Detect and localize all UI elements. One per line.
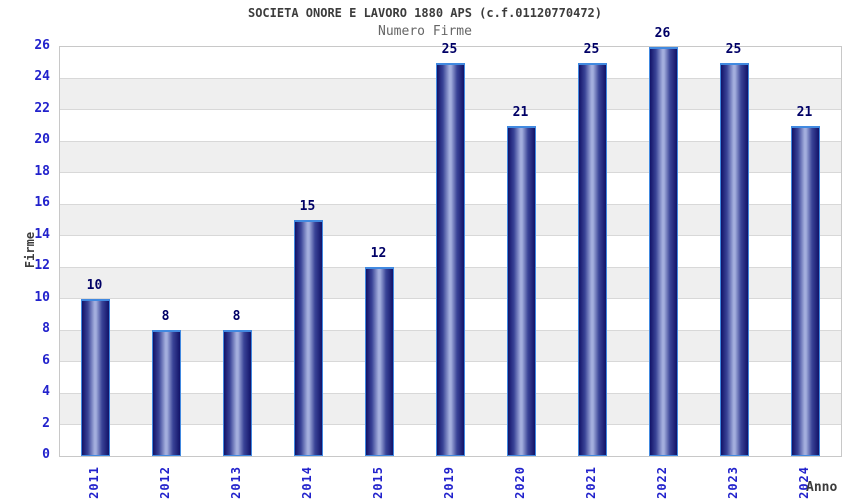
y-tick-label: 22 — [34, 100, 50, 116]
chart-subtitle: Numero Firme — [378, 24, 472, 39]
bar-value-label: 8 — [161, 309, 170, 325]
bar-2020 — [507, 125, 536, 456]
bar-2019 — [436, 62, 465, 456]
x-tick-label: 2023 — [725, 466, 740, 499]
x-tick-label: 2013 — [228, 466, 243, 499]
bar-value-label: 21 — [796, 104, 813, 120]
x-tick-label: 2020 — [512, 466, 527, 499]
y-tick-label: 4 — [42, 384, 50, 400]
bar-2012 — [152, 330, 181, 456]
bar-2024 — [791, 125, 820, 456]
bar-value-label: 10 — [86, 277, 103, 293]
y-tick-label: 18 — [34, 163, 50, 179]
bar-value-label: 8 — [232, 309, 241, 325]
bar-2023 — [720, 62, 749, 456]
bar-value-label: 15 — [299, 199, 316, 215]
y-tick-label: 8 — [42, 321, 50, 337]
y-tick-label: 12 — [34, 258, 50, 274]
bar-2011 — [81, 298, 110, 456]
y-tick-label: 14 — [34, 226, 50, 242]
bar-2015 — [365, 267, 394, 456]
bar-2021 — [578, 62, 607, 456]
y-tick-label: 20 — [34, 132, 50, 148]
bar-value-label: 26 — [654, 26, 671, 41]
y-tick-label: 24 — [34, 69, 50, 85]
x-tick-label: 2012 — [157, 466, 172, 499]
y-tick-label: 6 — [42, 352, 50, 368]
x-tick-label: 2019 — [441, 466, 456, 499]
plot-area — [59, 46, 842, 457]
x-tick-label: 2022 — [654, 466, 669, 499]
y-tick-label: 16 — [34, 195, 50, 211]
y-tick-label: 10 — [34, 289, 50, 305]
bar-value-label: 25 — [583, 41, 600, 57]
y-tick-label: 0 — [42, 447, 50, 462]
chart-title: SOCIETA ONORE E LAVORO 1880 APS (c.f.011… — [247, 6, 602, 20]
x-axis-label: Anno — [806, 480, 838, 495]
bar-value-label: 21 — [512, 104, 529, 120]
y-tick-label: 2 — [42, 415, 50, 431]
bar-2013 — [223, 330, 252, 456]
bar-value-label: 25 — [725, 41, 742, 57]
x-tick-label: 2011 — [86, 466, 101, 499]
x-tick-label: 2015 — [370, 466, 385, 499]
bar-2022 — [649, 47, 678, 456]
y-tick-label: 26 — [34, 38, 50, 53]
bar-value-label: 25 — [441, 41, 458, 57]
x-tick-label: 2014 — [299, 466, 314, 499]
bar-2014 — [294, 220, 323, 456]
x-tick-label: 2021 — [583, 466, 598, 499]
bar-value-label: 12 — [370, 246, 387, 262]
